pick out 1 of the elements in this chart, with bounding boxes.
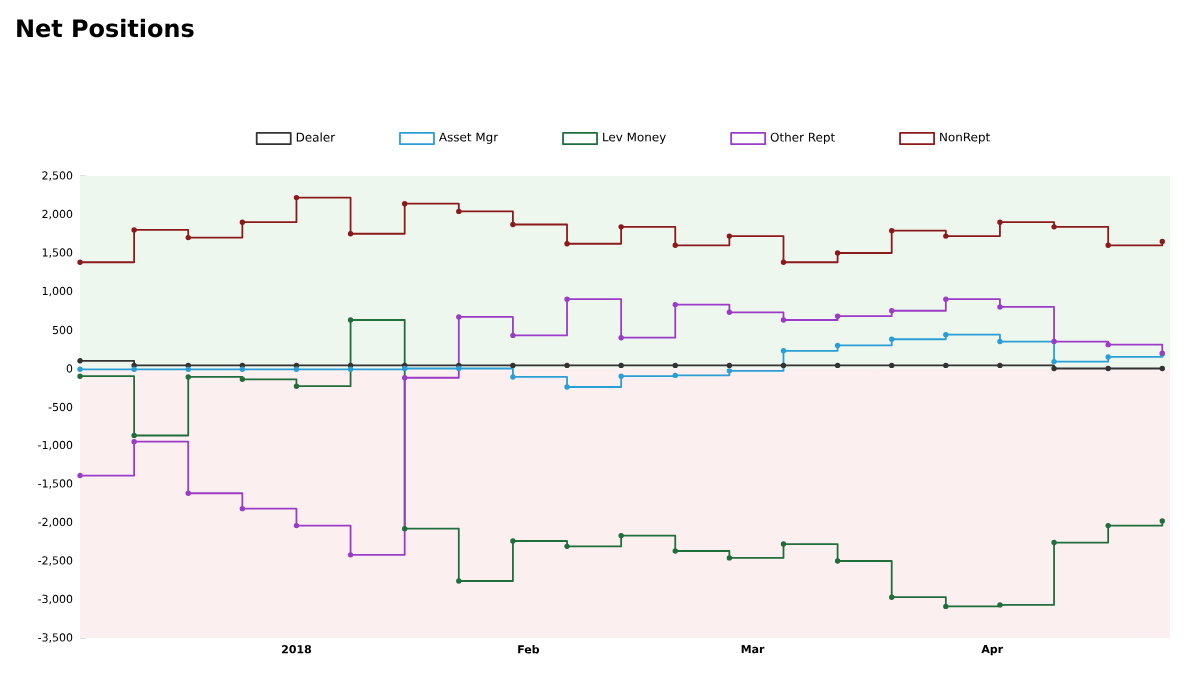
chart-title: Net Positions [17,18,194,38]
